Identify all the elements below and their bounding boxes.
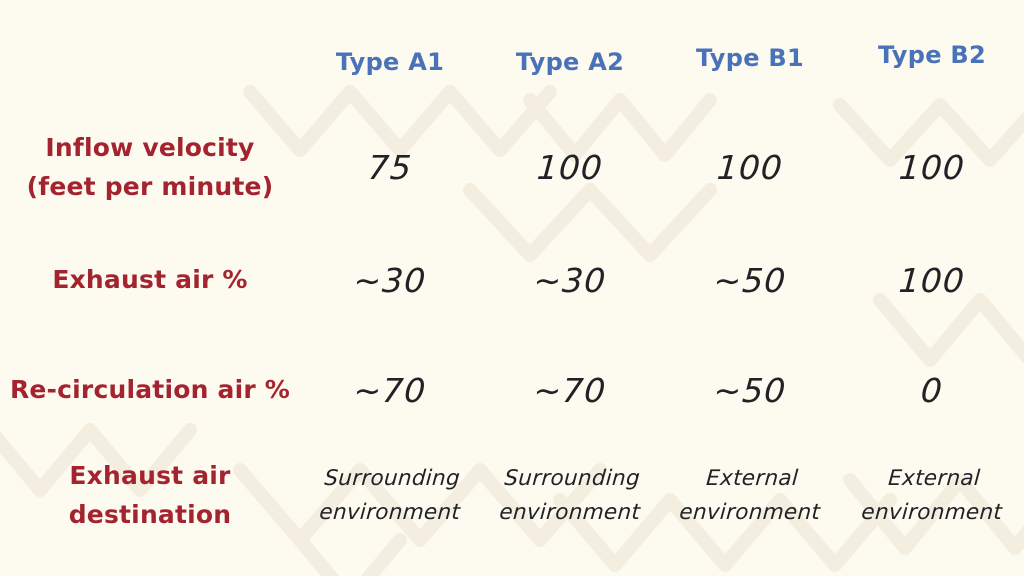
exhaust-air-type-a1-value: ~30 bbox=[352, 260, 428, 300]
column-header-type-b1: Type B1 bbox=[695, 44, 805, 72]
recirculation-air-type-a2-value: ~70 bbox=[532, 370, 608, 410]
exhaust-destination-type-a1-value: Surrounding environment bbox=[318, 466, 462, 525]
inflow-velocity-type-a1-value: 75 bbox=[366, 148, 414, 187]
exhaust-destination-type-b2-value: External environment bbox=[860, 466, 1004, 525]
inflow-velocity-type-a2-value: 100 bbox=[535, 148, 605, 187]
recirculation-air-type-b1-value: ~50 bbox=[712, 370, 788, 410]
exhaust-air-type-b1-value: ~50 bbox=[712, 260, 788, 300]
exhaust-destination-type-b1-value: External environment bbox=[678, 466, 822, 525]
exhaust-air-type-b2-value: 100 bbox=[897, 260, 967, 300]
column-header-type-a1: Type A1 bbox=[335, 48, 445, 76]
recirculation-air-type-b2-value: 0 bbox=[919, 370, 945, 410]
row-label-exhaust-air-percent: Exhaust air % bbox=[52, 264, 248, 294]
recirculation-air-type-a1-value: ~70 bbox=[352, 370, 428, 410]
header-spacer bbox=[0, 0, 300, 110]
row-label-inflow-velocity: Inflow velocity (feet per minute) bbox=[26, 132, 274, 201]
column-header-type-b2: Type B2 bbox=[877, 41, 987, 69]
row-label-exhaust-air-destination: Exhaust air destination bbox=[68, 460, 232, 529]
exhaust-air-type-a2-value: ~30 bbox=[532, 260, 608, 300]
inflow-velocity-type-b1-value: 100 bbox=[715, 148, 785, 187]
row-label-recirculation-air-percent: Re-circulation air % bbox=[9, 374, 291, 404]
exhaust-destination-type-a2-value: Surrounding environment bbox=[498, 466, 642, 525]
column-header-type-a2: Type A2 bbox=[515, 48, 625, 76]
inflow-velocity-type-b2-value: 100 bbox=[897, 148, 967, 187]
